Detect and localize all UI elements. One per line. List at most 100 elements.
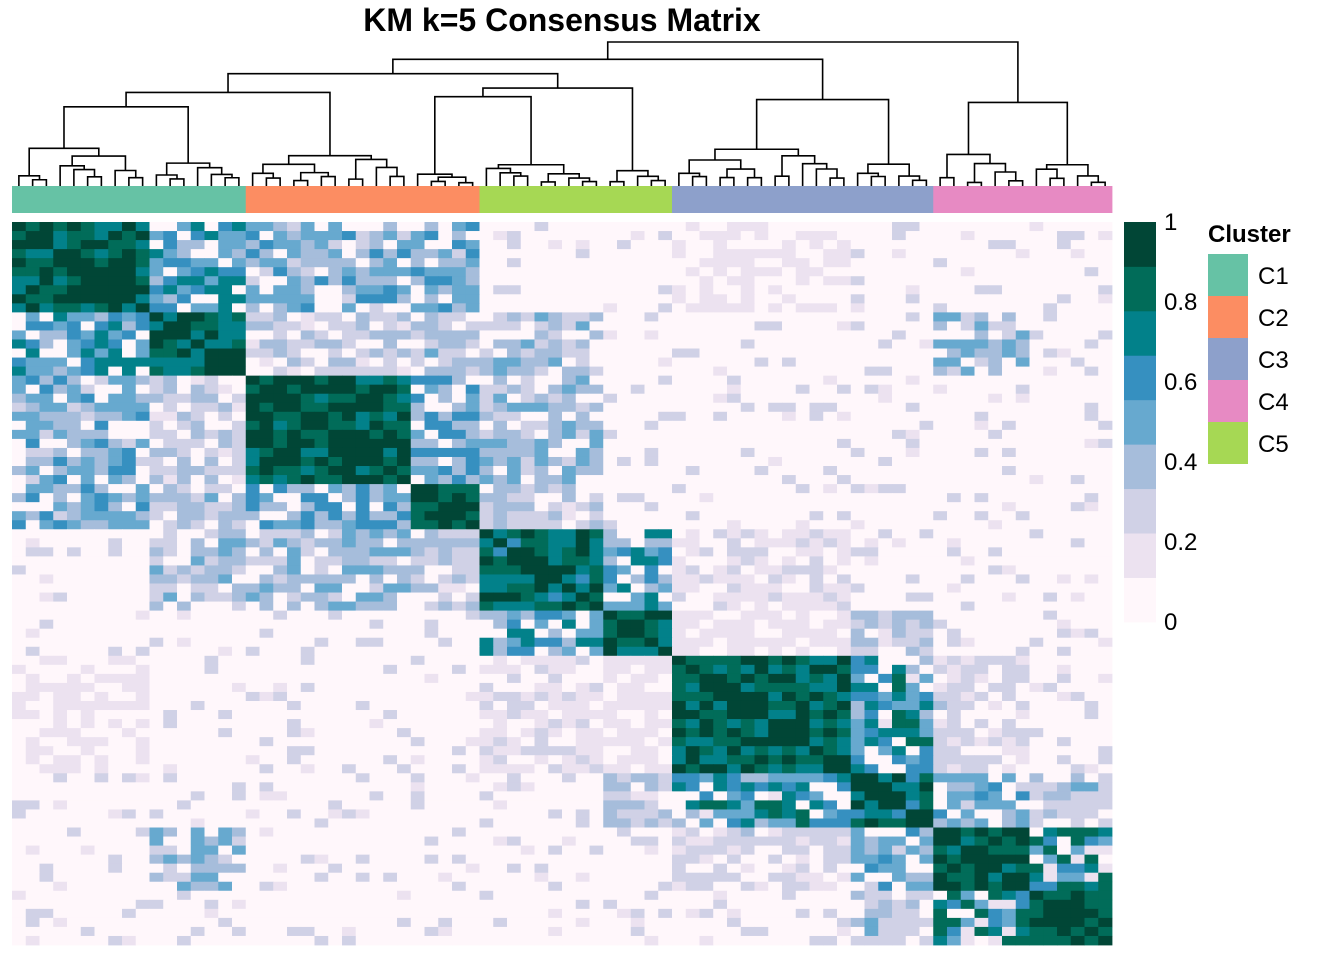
heatmap-cell [1070, 565, 1085, 575]
heatmap-cell [658, 700, 673, 711]
heatmap-cell [603, 384, 618, 395]
heatmap-cell [287, 773, 302, 783]
heatmap-cell [603, 728, 618, 738]
heatmap-cell [314, 475, 329, 485]
heatmap-cell [204, 547, 219, 557]
heatmap-cell [163, 520, 178, 530]
heatmap-cell [1029, 420, 1044, 431]
heatmap-cell [713, 420, 728, 431]
heatmap-cell [892, 728, 907, 738]
heatmap-cell [988, 673, 1003, 684]
heatmap-cell [452, 592, 467, 602]
heatmap-cell [974, 267, 989, 277]
heatmap-cell [630, 429, 645, 440]
heatmap-cell [727, 764, 742, 774]
heatmap-cell [974, 682, 989, 693]
heatmap-cell [754, 664, 769, 675]
heatmap-cell [1070, 592, 1085, 602]
heatmap-cell [204, 303, 219, 313]
heatmap-cell [672, 231, 687, 241]
heatmap-cell [1015, 384, 1030, 395]
heatmap-cell [1098, 357, 1113, 367]
heatmap-cell [479, 393, 494, 404]
heatmap-cell [314, 565, 329, 575]
heatmap-cell [878, 375, 893, 386]
heatmap-cell [947, 565, 962, 575]
heatmap-cell [177, 312, 192, 322]
heatmap-cell [177, 619, 192, 630]
heatmap-cell [190, 628, 205, 639]
heatmap-cell [218, 420, 233, 431]
heatmap-cell [548, 375, 563, 386]
heatmap-cell [438, 583, 453, 593]
heatmap-cell [960, 285, 975, 295]
annotation-segment-c4 [933, 186, 1113, 213]
heatmap-cell [795, 330, 810, 340]
heatmap-cell [452, 429, 467, 440]
heatmap-cell [314, 655, 329, 666]
heatmap-cell [135, 258, 150, 268]
heatmap-cell [919, 682, 934, 693]
heatmap-cell [122, 520, 137, 530]
heatmap-cell [1002, 258, 1017, 268]
heatmap-cell [135, 502, 150, 512]
heatmap-cell [12, 249, 27, 259]
heatmap-cell [1043, 556, 1058, 566]
heatmap-cell [864, 420, 879, 431]
heatmap-cell [617, 755, 632, 765]
heatmap-cell [149, 366, 164, 377]
heatmap-cell [1029, 673, 1044, 684]
heatmap-cell [864, 438, 879, 449]
heatmap-cell [727, 502, 742, 512]
heatmap-cell [424, 646, 439, 657]
heatmap-cell [232, 574, 247, 584]
heatmap-cell [177, 484, 192, 494]
heatmap-cell [864, 475, 879, 485]
heatmap-cell [919, 601, 934, 612]
heatmap-cell [823, 222, 838, 232]
heatmap-cell [947, 583, 962, 593]
heatmap-cell [328, 746, 343, 756]
heatmap-cell [287, 357, 302, 367]
heatmap-cell [823, 592, 838, 602]
heatmap-cell [520, 583, 535, 593]
heatmap-cell [727, 646, 742, 657]
heatmap-cell [589, 493, 604, 503]
heatmap-cell [603, 601, 618, 612]
heatmap-cell [122, 619, 137, 630]
heatmap-cell [383, 673, 398, 684]
heatmap-cell [135, 276, 150, 286]
heatmap-cell [410, 719, 425, 729]
heatmap-cell [94, 728, 109, 738]
heatmap-cell [685, 484, 700, 494]
heatmap-cell [837, 276, 852, 286]
heatmap-cell [328, 773, 343, 783]
heatmap-cell [218, 357, 233, 367]
heatmap-cell [135, 737, 150, 747]
heatmap-cell [25, 746, 40, 756]
heatmap-cell [355, 719, 370, 729]
heatmap-cell [1070, 240, 1085, 250]
heatmap-cell [740, 511, 755, 521]
heatmap-cell [575, 222, 590, 232]
heatmap-cell [905, 240, 920, 250]
heatmap-cell [218, 411, 233, 422]
heatmap-cell [1084, 673, 1099, 684]
heatmap-cell [575, 746, 590, 756]
heatmap-cell [905, 655, 920, 666]
heatmap-cell [850, 682, 865, 693]
heatmap-cell [562, 267, 577, 277]
heatmap-cell [273, 646, 288, 657]
heatmap-cell [589, 447, 604, 458]
heatmap-cell [108, 429, 123, 440]
heatmap-cell [837, 222, 852, 232]
heatmap-cell [960, 484, 975, 494]
heatmap-cell [259, 348, 274, 358]
heatmap-cell [135, 728, 150, 738]
heatmap-cell [837, 520, 852, 530]
heatmap-cell [452, 240, 467, 250]
heatmap-cell [25, 592, 40, 602]
heatmap-cell [562, 673, 577, 684]
heatmap-cell [190, 755, 205, 765]
heatmap-cell [795, 493, 810, 503]
